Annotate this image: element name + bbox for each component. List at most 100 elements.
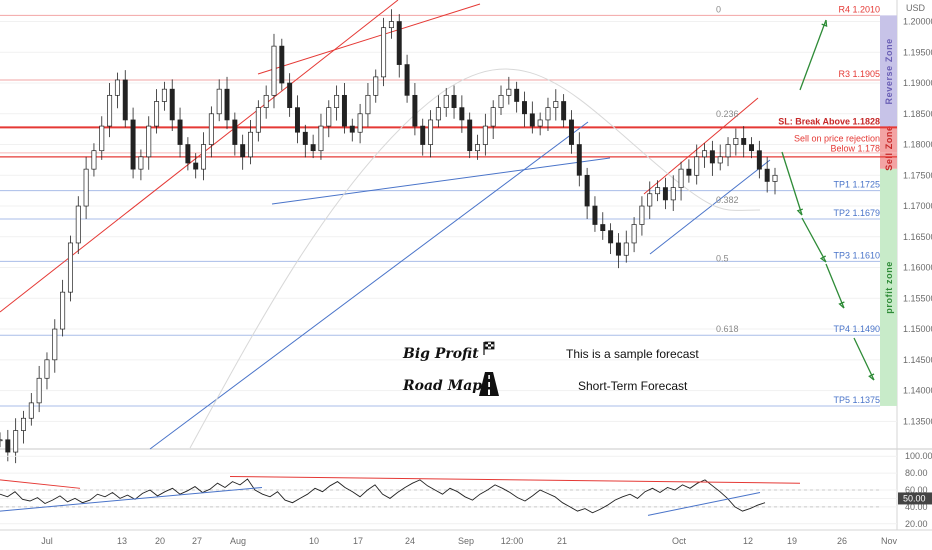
indicator-current-box — [898, 492, 932, 505]
candle-body — [114, 79, 120, 96]
price-tick-label: 1.19500 — [903, 47, 932, 57]
candle-body — [694, 156, 700, 176]
indicator-red-trend-2 — [229, 475, 801, 484]
candle-body — [365, 94, 371, 115]
price-tick-label: 1.16500 — [903, 232, 932, 242]
arrow-down-1-head — [796, 208, 804, 216]
candle-body — [91, 150, 97, 170]
candle-body — [467, 119, 473, 152]
price-tick-label: 1.14500 — [903, 355, 932, 365]
candle-body — [177, 119, 183, 145]
price-tick-label: 1.17500 — [903, 170, 932, 180]
candle-body — [99, 125, 105, 152]
candle-body — [647, 193, 653, 207]
date-tick-label: 20 — [155, 536, 165, 546]
profit-zone-label: profit zone — [884, 261, 894, 314]
price-series — [0, 9, 778, 464]
candle-body — [302, 131, 308, 145]
arrow-down-2 — [801, 217, 827, 263]
candle-body — [138, 156, 144, 170]
price-tick-label: 1.13500 — [903, 416, 932, 426]
road-icon — [479, 372, 499, 396]
arrow-up-head — [821, 19, 828, 27]
arrow-down-1 — [781, 151, 803, 216]
candle-body — [357, 113, 363, 133]
level-label: TP4 1.1490 — [833, 324, 880, 334]
candle-body — [271, 45, 277, 96]
indicator-tick-label: 80.00 — [905, 468, 928, 478]
level-label: TP3 1.1610 — [833, 250, 880, 260]
price-axis[interactable]: 1.20000 1.19500 1.19000 1.18500 1.18000 1.175… — [903, 3, 932, 426]
date-tick-label: Nov — [881, 536, 898, 546]
stop-loss-label: SL: Break Above 1.1828 — [778, 116, 880, 126]
candle-body — [529, 113, 535, 127]
candle-body — [122, 79, 128, 121]
date-tick-label: 27 — [192, 536, 202, 546]
date-tick-label: Oct — [672, 536, 687, 546]
indicator-tick-label: 20.00 — [905, 519, 928, 529]
profit-zone-box — [880, 168, 897, 406]
candle-body — [388, 21, 394, 29]
candle-body — [248, 131, 253, 158]
candle-body — [263, 94, 269, 108]
candle-body — [623, 242, 629, 256]
fib-label: 0.236 — [716, 109, 739, 119]
reverse-zone-box — [880, 15, 897, 128]
fib-label: 0.382 — [716, 195, 739, 205]
level-labels: R4 1.2010 R3 1.1905 TP1 1.1725 TP2 1.1679 TP… — [716, 4, 880, 405]
indicator-tick-label: 40.00 — [905, 502, 928, 512]
candle-body — [326, 107, 332, 127]
big-profit-text: Big Profit — [402, 346, 479, 362]
fib-label: 0.618 — [716, 324, 739, 334]
short-term-forecast-text: Short-Term Forecast — [578, 379, 688, 393]
date-tick-label: 12 — [743, 536, 753, 546]
candle-body — [615, 242, 621, 256]
fib-label: 0.5 — [716, 253, 729, 263]
reverse-zone-label: Reverse Zone — [884, 38, 894, 104]
candle-body — [600, 224, 606, 232]
indicator-blue-trend-2 — [647, 492, 761, 516]
candle-body — [193, 162, 199, 170]
date-tick-label: Sep — [458, 536, 474, 546]
candle-body — [60, 291, 66, 330]
candle-body — [240, 144, 246, 158]
candle-body — [592, 205, 598, 225]
trendlines — [0, 0, 771, 450]
candle-body — [584, 174, 590, 207]
candle-body — [287, 82, 293, 108]
candle-body — [568, 119, 574, 145]
price-tick-label: 1.14000 — [903, 386, 932, 396]
candle-body — [412, 94, 418, 127]
candle-body — [678, 168, 684, 188]
sell-zone-box — [880, 127, 897, 169]
candle-body — [428, 119, 434, 145]
level-label: TP5 1.1375 — [833, 395, 880, 405]
sell-note-line-2: Below 1.178 — [830, 143, 880, 153]
price-tick-label: 1.19000 — [903, 78, 932, 88]
candle-body — [75, 205, 81, 244]
candle-body — [670, 187, 676, 201]
candle-body — [130, 119, 136, 170]
candle-body — [709, 150, 715, 164]
candle-body — [702, 150, 708, 158]
price-tick-label: 1.20000 — [903, 17, 932, 27]
candle-body — [396, 21, 402, 65]
road-map-text: Road Map — [402, 378, 482, 394]
candle-body — [749, 144, 754, 152]
date-tick-label: Jul — [41, 536, 53, 546]
main-panel — [0, 0, 880, 449]
candle-body — [44, 359, 50, 379]
candle-body — [537, 119, 543, 127]
candle-body — [201, 144, 207, 170]
candle-body — [435, 107, 441, 121]
arrow-down-3 — [825, 263, 845, 309]
arrow-up — [799, 19, 827, 91]
candle-body — [310, 144, 316, 152]
time-axis[interactable]: Jul 13 20 27 Aug 10 17 24 Sep 12:00 21 Oct 12 19 26 Nov — [41, 536, 897, 546]
candle-body — [459, 107, 465, 121]
candle-body — [36, 377, 42, 404]
candle-body — [349, 125, 355, 133]
candle-body — [514, 88, 520, 102]
blue-support-aug — [271, 157, 611, 205]
